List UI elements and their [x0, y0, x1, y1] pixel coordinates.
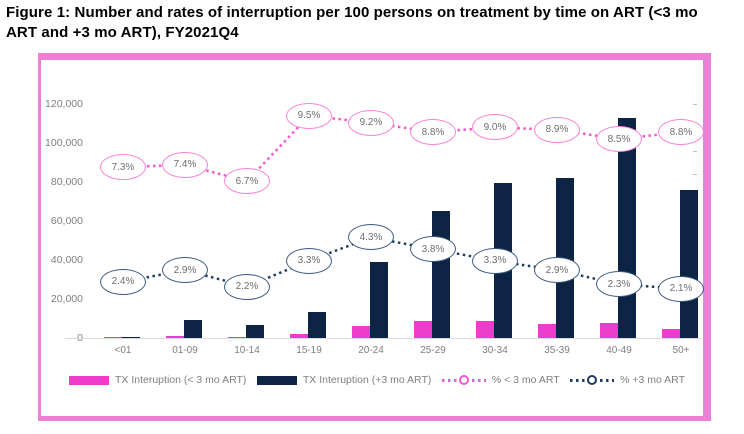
bar-lt3mo	[538, 323, 556, 338]
dotted-line-lt3mo	[122, 114, 682, 183]
y-axis-tick-label: 80,000	[50, 176, 83, 188]
percent-data-label: 7.3%	[100, 154, 146, 181]
x-axis-category-label: 01-09	[172, 345, 198, 356]
bar-plus3mo	[308, 311, 326, 338]
legend-item: % < 3 mo ART	[441, 374, 560, 386]
y-axis-tick-label: 20,000	[50, 293, 83, 305]
bar-lt3mo	[476, 321, 494, 338]
dotted-line-plus3mo	[122, 236, 682, 291]
bar-lt3mo	[228, 336, 246, 338]
x-axis-category-label: 30-34	[482, 345, 508, 356]
percent-data-label: 2.9%	[534, 257, 580, 284]
y-axis-tick-label: 60,000	[50, 215, 83, 227]
percent-data-label: 2.3%	[596, 271, 642, 298]
percent-data-label: 4.3%	[348, 224, 394, 251]
x-axis-category-label: <01	[114, 345, 132, 356]
percent-data-label: 3.3%	[286, 247, 332, 274]
x-axis-category-label: 50+	[672, 345, 690, 356]
legend-label: % +3 mo ART	[620, 374, 685, 386]
percent-data-label: 2.9%	[162, 257, 208, 284]
bar-lt3mo	[104, 337, 122, 339]
percent-data-label: 2.4%	[100, 268, 146, 295]
percent-data-label: 3.3%	[472, 247, 518, 274]
bar-lt3mo	[662, 329, 680, 338]
legend-bar-swatch	[256, 375, 297, 385]
percent-dotted-lines	[122, 114, 682, 291]
percent-data-label: 3.8%	[410, 236, 456, 263]
x-axis-category-label: 20-24	[358, 345, 384, 356]
figure-title: Figure 1: Number and rates of interrupti…	[6, 4, 698, 41]
legend-dotted-line-swatch	[441, 374, 486, 386]
x-axis-category-label: 35-39	[544, 345, 570, 356]
y-axis-tick-label: 40,000	[50, 254, 83, 266]
legend-dotted-line-swatch	[570, 374, 615, 386]
percent-data-label: 8.9%	[534, 116, 580, 143]
chart-frame: TX Interuption (< 3 mo ART) TX Interuptio…	[38, 53, 711, 421]
bar-lt3mo	[414, 321, 432, 338]
secondary-axis-tick	[693, 150, 697, 152]
bar-lt3mo	[600, 322, 618, 338]
chart-legend: TX Interuption (< 3 mo ART) TX Interuptio…	[69, 374, 685, 386]
x-axis-category-label: 15-19	[296, 345, 322, 356]
x-axis-category-label: 40-49	[606, 345, 632, 356]
x-axis-category-label: 10-14	[234, 345, 260, 356]
x-axis-category-label: 25-29	[420, 345, 446, 356]
percent-data-label: 2.1%	[658, 275, 704, 302]
bar-plus3mo	[246, 324, 264, 338]
legend-bar-swatch	[69, 375, 109, 385]
legend-label: TX Interuption (< 3 mo ART)	[115, 374, 247, 386]
bar-plus3mo	[184, 320, 202, 338]
bar-lt3mo	[352, 325, 370, 338]
percent-data-label: 2.2%	[224, 273, 270, 300]
legend-item: TX Interuption (< 3 mo ART)	[69, 374, 246, 386]
percent-data-label: 9.2%	[348, 109, 394, 136]
percent-data-label: 8.8%	[658, 119, 704, 146]
secondary-axis-tick	[693, 104, 697, 105]
plot-area: TX Interuption (< 3 mo ART) TX Interuptio…	[41, 60, 704, 416]
percent-data-label: 8.5%	[596, 126, 642, 153]
legend-label: % < 3 mo ART	[491, 374, 560, 386]
y-axis-tick-label: 120,000	[45, 98, 83, 110]
percent-data-label: 6.7%	[224, 168, 270, 195]
legend-item: TX Interuption (+3 mo ART)	[256, 374, 432, 386]
percent-data-label: 8.8%	[410, 119, 456, 146]
legend-circle-marker	[458, 375, 469, 385]
bar-plus3mo	[370, 261, 388, 338]
percent-data-label: 7.4%	[162, 151, 208, 178]
legend-item: % +3 mo ART	[570, 374, 685, 386]
y-axis-tick-label: 100,000	[45, 137, 83, 149]
bar-lt3mo	[290, 333, 308, 338]
bar-plus3mo	[122, 336, 140, 338]
bar-lt3mo	[166, 336, 184, 338]
x-axis-line	[65, 338, 701, 339]
legend-label: TX Interuption (+3 mo ART)	[302, 374, 432, 386]
percent-data-label: 9.0%	[472, 114, 518, 141]
legend-circle-marker	[587, 375, 598, 385]
secondary-axis-tick	[693, 174, 697, 176]
percent-data-label: 9.5%	[286, 102, 332, 129]
